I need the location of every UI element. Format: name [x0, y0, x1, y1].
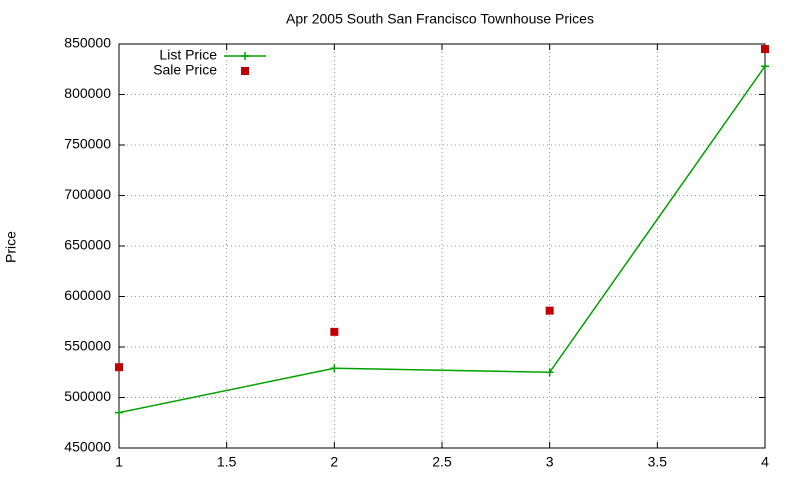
legend-marker	[241, 67, 249, 75]
x-tick-label: 1.5	[217, 454, 237, 470]
data-point	[761, 62, 769, 71]
data-point	[330, 364, 339, 373]
y-tick-label: 600000	[64, 287, 111, 303]
x-tick-label: 3	[546, 454, 554, 470]
data-point	[545, 306, 554, 315]
y-tick-label: 650000	[64, 237, 111, 253]
legend-marker	[241, 52, 249, 60]
x-tick-label: 2	[330, 454, 338, 470]
legend-label: List Price	[159, 47, 217, 63]
y-tick-label: 800000	[64, 85, 111, 101]
legend-label: Sale Price	[153, 62, 217, 78]
y-tick-label: 700000	[64, 186, 111, 202]
y-tick-label: 750000	[64, 136, 111, 152]
chart-title: Apr 2005 South San Francisco Townhouse P…	[286, 11, 594, 27]
plot-border	[118, 43, 766, 449]
data-point	[545, 368, 554, 377]
y-tick-label: 550000	[64, 338, 111, 354]
y-tick-label: 500000	[64, 388, 111, 404]
data-point	[115, 363, 123, 372]
y-axis-label: Price	[3, 231, 19, 263]
data-point	[115, 408, 123, 417]
y-tick-label: 850000	[64, 35, 111, 51]
x-tick-label: 1	[115, 454, 123, 470]
data-point	[330, 327, 339, 336]
series-line	[118, 65, 766, 414]
x-tick-label: 2.5	[432, 454, 452, 470]
data-point	[761, 45, 769, 54]
x-tick-label: 4	[761, 454, 769, 470]
x-tick-label: 3.5	[648, 454, 668, 470]
y-tick-label: 450000	[64, 439, 111, 455]
